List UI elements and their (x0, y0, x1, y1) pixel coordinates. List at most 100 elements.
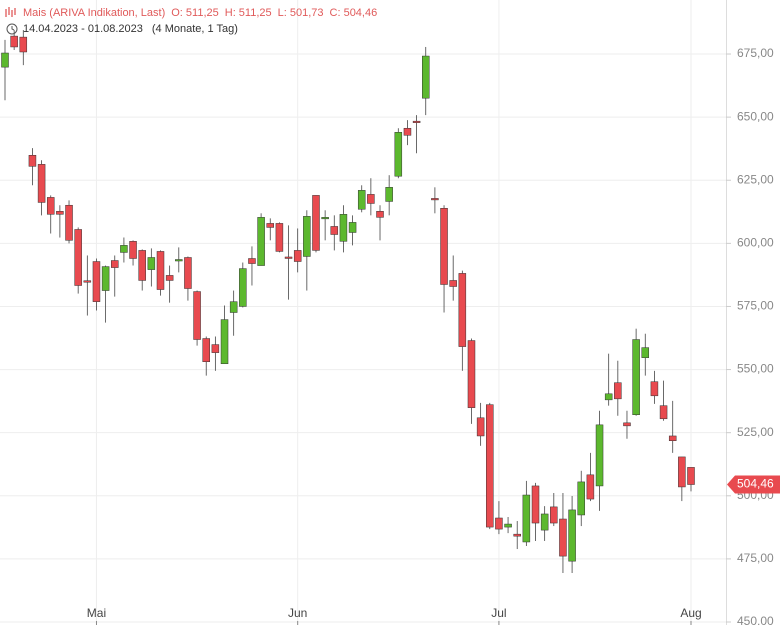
candle-body (476, 417, 485, 437)
candle-body (650, 381, 659, 397)
candle-body (357, 190, 366, 210)
candle-body (211, 344, 220, 353)
candle-body (403, 127, 412, 136)
candle-body (687, 467, 695, 485)
quote-field: C: 504,46 (330, 7, 378, 19)
candle-body (559, 518, 567, 557)
candle-body (156, 251, 165, 290)
candle-body (595, 424, 604, 487)
candle-body (668, 435, 677, 442)
candle-body (513, 533, 521, 537)
candle-body (202, 338, 210, 362)
candle-body (604, 393, 613, 401)
candle-body (56, 211, 64, 215)
chart-icon (5, 7, 16, 17)
candle-body (293, 250, 302, 262)
y-tick-label: 600,00 (737, 236, 774, 250)
candle-body (10, 35, 18, 48)
candle-body (275, 223, 284, 252)
candle-body (614, 382, 622, 400)
candle-body (248, 258, 256, 264)
candle-body (348, 222, 357, 233)
candle-body (385, 187, 393, 202)
y-tick-label: 550,00 (737, 362, 774, 376)
candle-body (74, 229, 82, 286)
candle-body (394, 132, 403, 177)
candle-body (303, 216, 311, 257)
candle-body (449, 280, 457, 287)
candle-body (37, 164, 46, 203)
candle-body (495, 517, 503, 530)
chart-title: Mais (ARIVA Indikation, Last) (23, 7, 165, 19)
candle-body (659, 405, 668, 420)
candle-body (522, 494, 531, 543)
candle-body (504, 523, 512, 528)
last-price-label: 504,46 (737, 477, 774, 491)
candle-body (138, 250, 146, 281)
candle-body (586, 474, 595, 500)
date-range: 14.04.2023 - 01.08.2023 (23, 23, 143, 35)
candle-body (458, 273, 467, 347)
last-price-tag (727, 475, 780, 494)
candle-body (421, 55, 430, 99)
candle-body (632, 339, 640, 416)
candle-body (641, 347, 650, 358)
candle-body (284, 256, 293, 259)
candle-body (129, 241, 137, 259)
candle-body (229, 301, 238, 313)
candle-body (577, 481, 585, 516)
candle-body (367, 194, 375, 204)
clock-icon (6, 23, 18, 35)
candle-body (19, 36, 28, 53)
candle-body (540, 513, 549, 531)
candle-body (257, 217, 265, 266)
candle-body (175, 259, 183, 262)
candle-body (623, 422, 631, 427)
candle-body (550, 506, 558, 524)
candle-body (101, 266, 110, 291)
y-tick-label: 475,00 (737, 551, 774, 565)
candle-body (531, 485, 540, 524)
candle-body (193, 291, 201, 340)
candle-body (28, 154, 37, 167)
header: Mais (ARIVA Indikation, Last) O: 511,25 H:… (5, 7, 377, 35)
candle-body (184, 257, 192, 289)
candle-body (339, 214, 348, 242)
header-line: Mais (ARIVA Indikation, Last) O: 511,25 H:… (23, 7, 377, 19)
y-tick-label: 450,00 (737, 614, 774, 625)
candle-body (165, 275, 174, 281)
candle-body (678, 456, 686, 488)
y-tick-label: 625,00 (737, 172, 774, 186)
y-tick-label: 525,00 (737, 425, 774, 439)
candle-body (431, 198, 439, 201)
candle-body (330, 226, 339, 235)
candle-body (83, 280, 92, 283)
candle-body (111, 260, 119, 268)
candle-body (220, 319, 229, 365)
y-tick-label: 575,00 (737, 299, 774, 313)
y-tick-label: 675,00 (737, 46, 774, 60)
candle-body (239, 268, 247, 307)
clock-hands (11, 26, 15, 31)
period: (4 Monate, 1 Tag) (152, 23, 238, 35)
candle-body (321, 217, 329, 220)
candle-body (312, 195, 320, 251)
candle-body (120, 245, 128, 253)
candle-body (412, 120, 421, 123)
candle-body (46, 197, 55, 215)
candle-body (440, 208, 448, 285)
candle-body (376, 211, 384, 218)
candle-body (467, 340, 476, 408)
candle-body (1, 52, 9, 68)
candle-body (65, 204, 73, 241)
grid (0, 0, 731, 625)
candle-body (266, 223, 275, 228)
candles (1, 30, 695, 574)
candle-body (568, 509, 576, 562)
candle-body (486, 404, 494, 528)
quote-field: H: 511,25 (225, 7, 272, 19)
x-tick-label: Aug (680, 606, 701, 620)
